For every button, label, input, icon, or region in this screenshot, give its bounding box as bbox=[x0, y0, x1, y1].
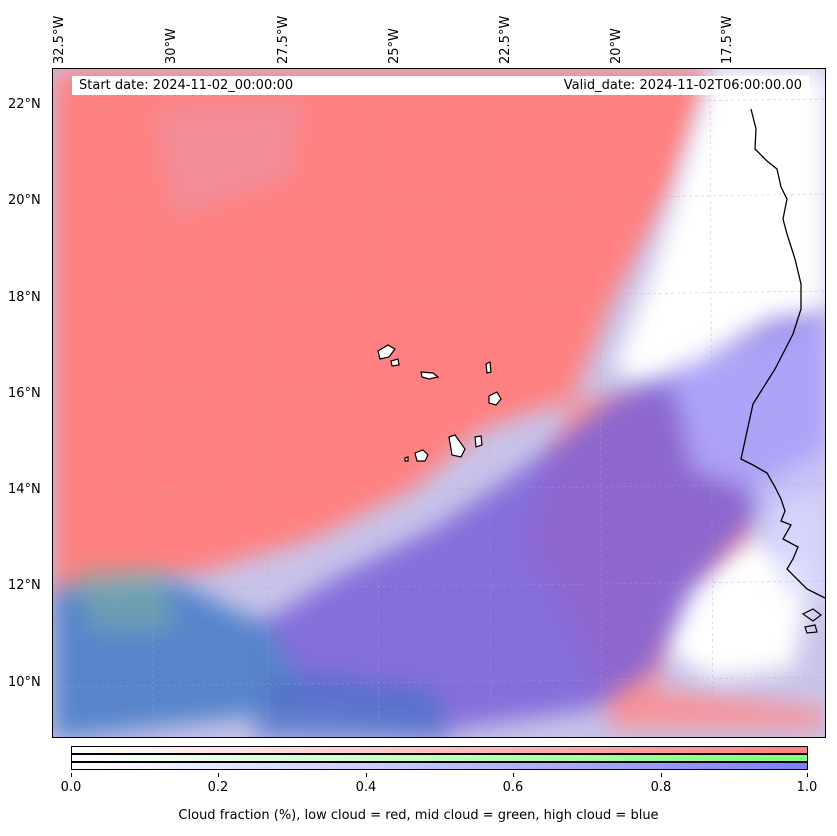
cloud-fraction-map: Start date: 2024-11-02_00:00:00 Valid_da… bbox=[52, 68, 826, 738]
cape-verde-islands bbox=[377, 344, 502, 462]
lon-tick-label: 20°W bbox=[609, 28, 624, 64]
start-date-label: Start date: 2024-11-02_00:00:00 bbox=[79, 78, 294, 93]
lon-tick-label: 17.5°W bbox=[720, 15, 735, 64]
africa-coastline bbox=[740, 108, 825, 599]
lat-tick-label: 12°N bbox=[8, 578, 41, 593]
colorbar-low-cloud bbox=[71, 746, 808, 754]
lon-tick-label: 32.5°W bbox=[52, 15, 67, 64]
lat-tick-label: 16°N bbox=[8, 386, 41, 401]
colorbar-tick-label: 0.8 bbox=[650, 780, 672, 795]
colorbar-tick-label: 0.0 bbox=[60, 780, 82, 795]
graticule bbox=[53, 69, 825, 737]
colorbar-mid-cloud bbox=[71, 754, 808, 762]
lat-tick-label: 20°N bbox=[8, 193, 41, 208]
lat-tick-label: 22°N bbox=[8, 97, 41, 112]
colorbar-tick-label: 0.2 bbox=[207, 780, 229, 795]
colorbar-tick-label: 1.0 bbox=[796, 780, 818, 795]
mid-cloud-layer bbox=[53, 569, 453, 737]
colorbar-tick-label: 0.6 bbox=[502, 780, 524, 795]
lat-tick-label: 14°N bbox=[8, 482, 41, 497]
lon-tick-label: 22.5°W bbox=[498, 15, 513, 64]
lon-tick-label: 27.5°W bbox=[276, 15, 291, 64]
colorbar-tick-label: 0.4 bbox=[355, 780, 377, 795]
map-canvas bbox=[53, 69, 825, 737]
valid-date-label: Valid_date: 2024-11-02T06:00:00.00 bbox=[563, 78, 802, 93]
colorbar-caption: Cloud fraction (%), low cloud = red, mid… bbox=[178, 808, 659, 823]
colorbar-high-cloud bbox=[71, 762, 808, 770]
lat-tick-label: 10°N bbox=[8, 675, 41, 690]
date-strip: Start date: 2024-11-02_00:00:00 Valid_da… bbox=[72, 76, 809, 95]
lon-tick-label: 30°W bbox=[164, 28, 179, 64]
lat-tick-label: 18°N bbox=[8, 290, 41, 305]
coastline-islands bbox=[801, 608, 822, 634]
lon-tick-label: 25°W bbox=[387, 28, 402, 64]
